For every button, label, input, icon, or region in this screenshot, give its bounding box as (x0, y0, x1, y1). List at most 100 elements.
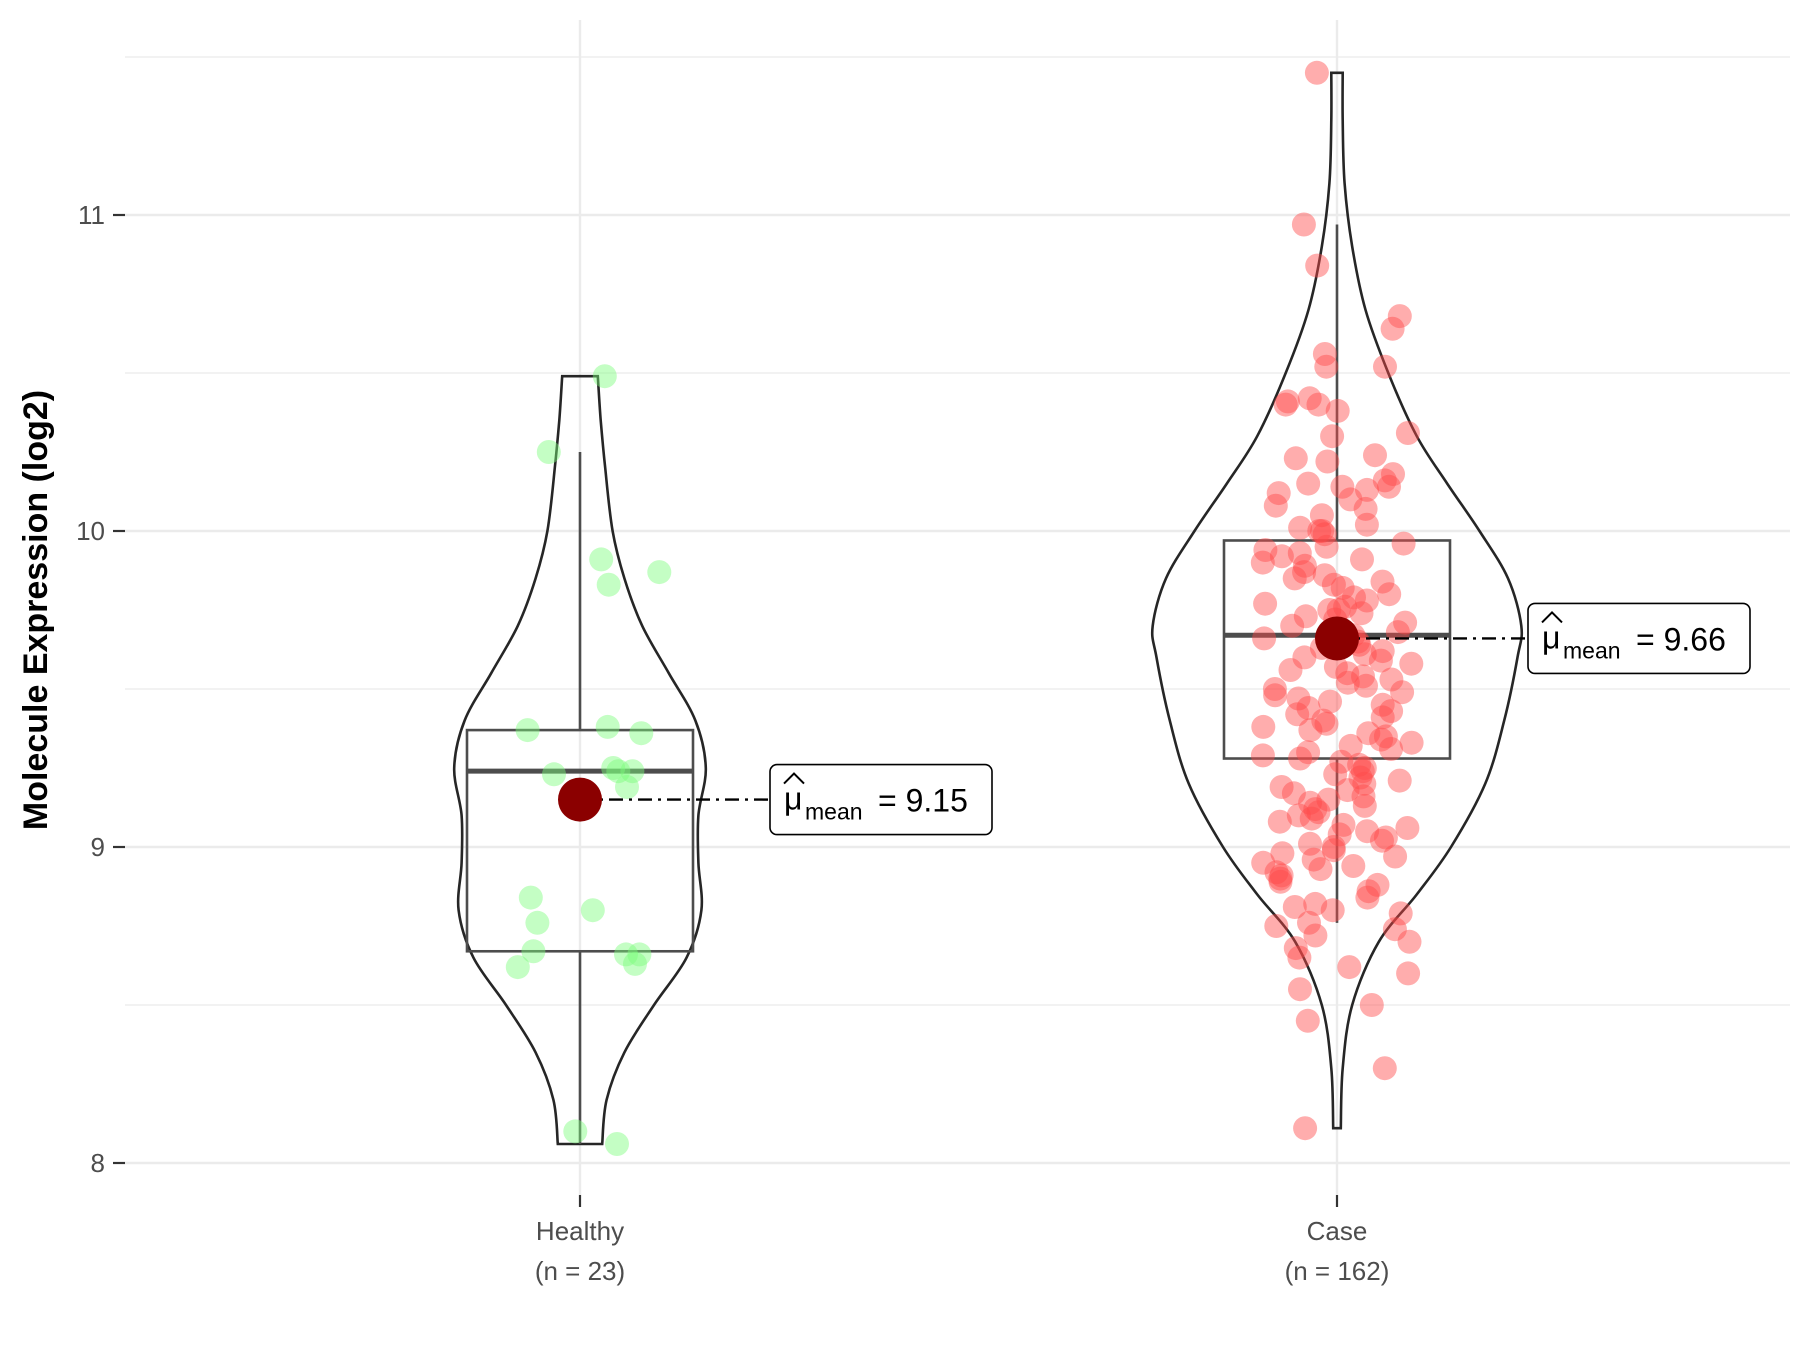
mean-symbol-case: μ (1542, 619, 1560, 655)
data-point-case (1390, 680, 1415, 705)
data-point-case (1309, 503, 1334, 528)
violin-healthy (452, 374, 708, 1146)
data-point-healthy (595, 714, 620, 739)
data-point-healthy (518, 885, 543, 910)
data-point-case (1305, 253, 1330, 278)
data-point-case (1347, 752, 1372, 777)
data-point-case (1387, 304, 1412, 329)
data-point-case (1318, 689, 1342, 714)
data-point-healthy (525, 910, 550, 935)
boxplots (465, 224, 1452, 1145)
data-point-case (1299, 806, 1324, 831)
data-point-case (1354, 512, 1379, 537)
data-point-case (1356, 879, 1381, 904)
data-point-case (1329, 749, 1354, 774)
data-point-case (1264, 914, 1289, 938)
data-point-healthy (606, 759, 631, 784)
data-point-healthy (605, 1132, 629, 1156)
data-point-case (1352, 793, 1377, 818)
violins (452, 71, 1524, 1146)
mean-symbol-healthy: μ (784, 781, 802, 817)
mean-hat-healthy (783, 772, 805, 785)
data-point-case (1337, 955, 1362, 980)
data-point-case (1310, 519, 1335, 543)
axes: 8 9 10 11 Healthy (n = 23) Case (n = 162) (76, 200, 1389, 1286)
violin-case (1150, 71, 1524, 1130)
data-point-case (1288, 746, 1313, 771)
data-point-case (1373, 724, 1398, 749)
data-point-case (1380, 316, 1405, 341)
data-point-healthy (542, 762, 566, 787)
mean-annotations: μ mean = 9.15μ mean = 9.66 (558, 602, 1751, 836)
data-point-case (1269, 775, 1294, 799)
data-point-case (1250, 743, 1275, 768)
data-point-case (1387, 768, 1412, 793)
data-point-case (1373, 825, 1398, 850)
data-point-case (1278, 658, 1303, 682)
data-point-case (1350, 759, 1375, 784)
mean-hat-case (1541, 611, 1563, 624)
data-point-case (1385, 620, 1410, 645)
data-point-case (1372, 1056, 1397, 1081)
data-point-case (1304, 60, 1329, 85)
data-point-case (1331, 812, 1356, 837)
data-point-case (1250, 550, 1275, 575)
data-point-case (1368, 648, 1393, 673)
x-tick-label-case: Case (1307, 1216, 1368, 1246)
data-point-case (1379, 699, 1404, 724)
mean-label-box-healthy (769, 763, 993, 836)
data-point-case (1352, 756, 1377, 780)
data-point-healthy (623, 951, 647, 976)
data-point-case (1292, 645, 1317, 670)
y-tick-label: 10 (76, 516, 105, 546)
mean-label-box-case (1527, 602, 1751, 675)
data-point-case (1262, 677, 1287, 701)
data-point-case (1377, 474, 1401, 499)
data-point-case (1323, 762, 1348, 787)
data-point-case (1314, 354, 1339, 379)
data-point-case (1283, 936, 1308, 961)
data-point-case (1354, 673, 1378, 698)
data-point-healthy (596, 572, 621, 597)
data-point-case (1266, 481, 1291, 506)
data-point-case (1370, 569, 1395, 594)
data-point-case (1312, 563, 1337, 588)
data-point-case (1268, 866, 1293, 891)
data-point-case (1263, 683, 1288, 708)
data-point-healthy (620, 759, 645, 784)
data-point-case (1354, 588, 1379, 613)
x-tick-label-n-healthy: (n = 23) (535, 1256, 625, 1286)
data-point-case (1282, 566, 1307, 591)
data-point-case (1342, 585, 1366, 610)
data-point-case (1352, 642, 1377, 667)
data-point-case (1377, 582, 1402, 607)
data-point-case (1395, 421, 1420, 445)
data-point-case (1335, 778, 1360, 803)
data-point-healthy (647, 560, 672, 585)
mean-marker-case (1315, 616, 1359, 661)
data-point-healthy (627, 942, 652, 967)
data-point-case (1253, 538, 1278, 562)
data-point-healthy (563, 1119, 588, 1144)
data-point-case (1359, 993, 1384, 1017)
data-point-case (1288, 515, 1313, 540)
data-point-case (1388, 901, 1413, 926)
data-point-case (1326, 598, 1351, 622)
data-point-healthy (536, 440, 561, 464)
data-point-case (1338, 487, 1363, 512)
data-point-case (1320, 424, 1345, 449)
y-tick-label: 11 (78, 200, 105, 230)
data-point-case (1370, 828, 1394, 853)
data-point-case (1295, 1008, 1320, 1033)
data-point-case (1287, 541, 1312, 566)
data-point-healthy (629, 721, 654, 746)
data-point-case (1267, 809, 1292, 834)
data-point-case (1391, 531, 1416, 556)
data-point-case (1263, 493, 1288, 518)
data-point-case (1296, 696, 1321, 720)
data-point-case (1292, 553, 1317, 578)
y-axis-title: Molecule Expression (log2) (17, 390, 55, 830)
data-point-case (1307, 519, 1332, 543)
data-point-case (1355, 477, 1379, 502)
box-case (1222, 539, 1452, 760)
